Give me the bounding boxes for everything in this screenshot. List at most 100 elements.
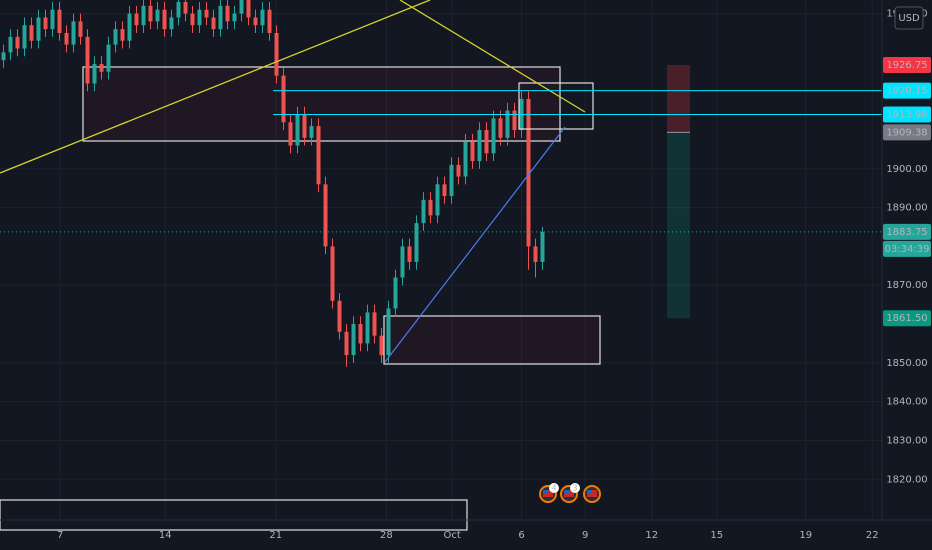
candle-body: [106, 44, 111, 72]
candle-body: [274, 32, 279, 76]
candle-body: [281, 75, 286, 123]
candle-body: [127, 13, 132, 41]
candle-body: [141, 5, 146, 26]
x-tick-label: 28: [380, 530, 393, 541]
currency-box[interactable]: [894, 6, 924, 30]
candle-body: [134, 13, 139, 26]
trend-line: [0, 0, 431, 174]
candle-body: [330, 246, 335, 301]
countdown: 03:34:39: [885, 244, 930, 255]
grid: [0, 0, 882, 520]
candle-body: [491, 118, 496, 154]
price-badge-label: 1920.15: [886, 86, 927, 97]
candle-body: [253, 17, 258, 26]
candle-body: [155, 9, 160, 22]
candle-body: [442, 184, 447, 196]
candle-body: [295, 114, 300, 146]
candle-body: [463, 141, 468, 177]
price-badge: [883, 106, 931, 123]
candle-body: [498, 118, 503, 138]
y-tick-label: 1840.00: [886, 397, 927, 408]
candle-body: [428, 199, 433, 216]
event-count-bg: [549, 483, 559, 493]
candle-body: [120, 29, 125, 41]
candle-body: [78, 21, 83, 37]
price-badge-label: 1909.38: [886, 127, 927, 138]
candle-body: [505, 110, 510, 138]
event-flag: [564, 490, 569, 494]
candle-body: [435, 184, 440, 216]
candle-body: [43, 17, 48, 30]
axis-labels: 1820.00 1830.00 1840.00 1850.00 1870.00 1890.…: [57, 9, 931, 541]
candle-body: [372, 312, 377, 336]
candle-body: [484, 130, 489, 154]
y-tick-label: 1870.00: [886, 280, 927, 291]
candle-body: [183, 1, 188, 14]
candle-body: [309, 126, 314, 138]
candle-body: [190, 13, 195, 26]
candle-body: [358, 324, 363, 344]
candle-body: [526, 98, 531, 247]
candle-body: [477, 130, 482, 162]
x-tick-label: 19: [799, 530, 812, 541]
countdown-badge: [883, 240, 931, 257]
candle-body: [15, 36, 20, 49]
candle-body: [470, 141, 475, 162]
candle-body: [344, 331, 349, 356]
zone-box: [82, 66, 561, 142]
candle-body: [260, 9, 265, 26]
candle-body: [421, 199, 426, 224]
candle-body: [1, 52, 6, 61]
x-tick-label: Oct: [444, 530, 461, 541]
candle-body: [449, 164, 454, 196]
currency: USD: [898, 13, 920, 24]
price-badge-label: 1926.75: [886, 60, 927, 71]
x-tick-label: 6: [518, 530, 524, 541]
candle-body: [197, 9, 202, 26]
target-zone: [667, 132, 690, 319]
event-count: 3: [572, 484, 577, 493]
candle-body: [456, 164, 461, 177]
candle-body: [288, 122, 293, 146]
stop-zone: [667, 65, 690, 133]
zone-box: [0, 499, 468, 531]
candle-body: [176, 1, 181, 18]
candle-body: [337, 300, 342, 332]
y-tick-label: 1850.00: [886, 358, 927, 369]
price-axis: [882, 0, 932, 550]
event-flag: [543, 490, 548, 494]
price-badge: [883, 223, 931, 240]
x-tick-label: 22: [866, 530, 879, 541]
price-badge-label: 1913.98: [886, 110, 927, 121]
candle-body: [365, 312, 370, 344]
candle-body: [351, 324, 356, 356]
candle-body: [99, 64, 104, 72]
trend-line: [399, 0, 586, 113]
candles: [1, 0, 545, 367]
price-badge: [883, 82, 931, 99]
candle-body: [512, 110, 517, 130]
candle-body: [113, 29, 118, 45]
x-tick-label: 7: [57, 530, 63, 541]
candle-body: [414, 223, 419, 262]
candle-body: [71, 21, 76, 45]
candle-body: [302, 114, 307, 138]
price-badge-label: 1861.50: [886, 313, 927, 324]
candle-body: [169, 17, 174, 30]
y-tick-label: 1890.00: [886, 203, 927, 214]
candle-body: [316, 126, 321, 185]
zone-box: [518, 82, 594, 130]
x-tick-label: 21: [269, 530, 282, 541]
candle-body: [323, 184, 328, 247]
candle-body: [232, 13, 237, 22]
candle-body: [239, 0, 244, 14]
y-tick-label: 1820.00: [886, 474, 927, 485]
trend-line: [384, 126, 566, 363]
candle-body: [400, 246, 405, 278]
x-tick-label: 15: [710, 530, 723, 541]
candle-body: [29, 25, 34, 41]
price-badge: [883, 57, 931, 73]
candle-body: [57, 9, 62, 33]
candle-body: [386, 308, 391, 356]
candle-body: [533, 246, 538, 262]
